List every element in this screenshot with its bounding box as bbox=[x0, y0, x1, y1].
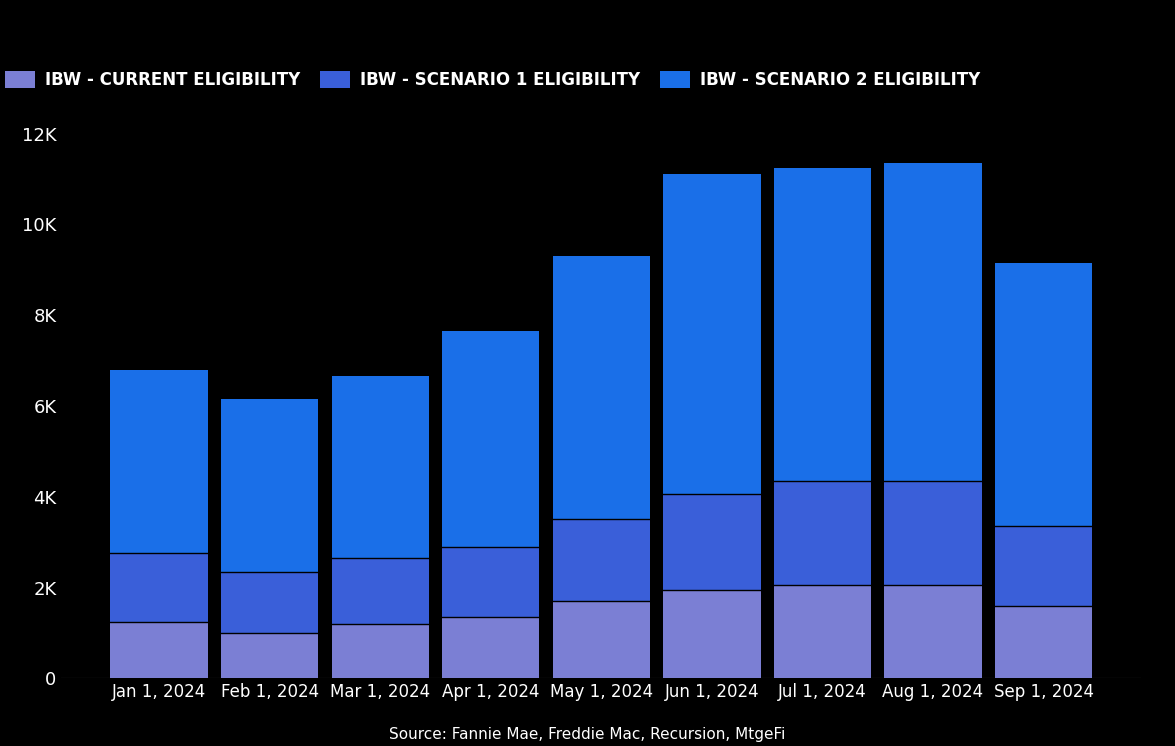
Bar bbox=[110, 369, 208, 554]
Legend: IBW - CURRENT ELIGIBILITY, IBW - SCENARIO 1 ELIGIBILITY, IBW - SCENARIO 2 ELIGIB: IBW - CURRENT ELIGIBILITY, IBW - SCENARI… bbox=[5, 71, 980, 90]
Bar bbox=[885, 586, 981, 678]
Bar bbox=[552, 601, 650, 678]
Bar bbox=[331, 624, 429, 678]
Text: Source: Fannie Mae, Freddie Mac, Recursion, MtgeFi: Source: Fannie Mae, Freddie Mac, Recursi… bbox=[389, 727, 786, 742]
Bar bbox=[995, 526, 1093, 606]
Bar bbox=[663, 495, 760, 590]
Bar bbox=[221, 633, 318, 678]
Bar bbox=[221, 399, 318, 571]
Bar bbox=[442, 547, 539, 617]
Bar bbox=[110, 554, 208, 621]
Bar bbox=[221, 571, 318, 633]
Bar bbox=[995, 606, 1093, 678]
Bar bbox=[774, 586, 871, 678]
Bar bbox=[552, 256, 650, 519]
Bar bbox=[774, 168, 871, 481]
Bar bbox=[331, 558, 429, 624]
Bar bbox=[774, 481, 871, 586]
Bar bbox=[552, 519, 650, 601]
Bar bbox=[663, 175, 760, 495]
Bar bbox=[442, 331, 539, 547]
Bar bbox=[885, 163, 981, 481]
Bar bbox=[442, 617, 539, 678]
Bar bbox=[663, 590, 760, 678]
Bar bbox=[995, 263, 1093, 526]
Bar bbox=[331, 377, 429, 558]
Bar bbox=[110, 621, 208, 678]
Bar bbox=[885, 481, 981, 586]
